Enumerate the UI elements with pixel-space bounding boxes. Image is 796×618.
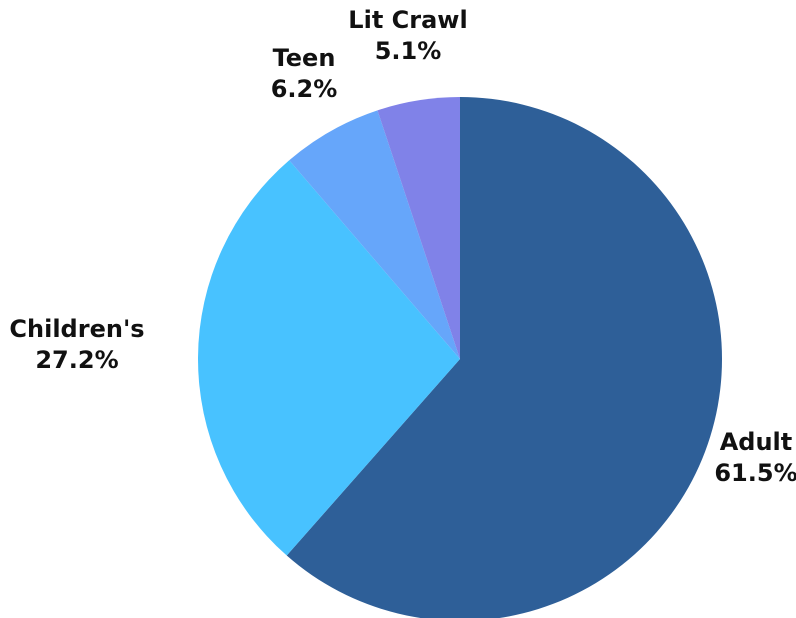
pie-labels: Adult 61.5% Children's 27.2% Teen 6.2% Lit Cra…	[9, 6, 796, 487]
slice-name-label: Children's	[9, 315, 144, 343]
slice-percent-label: 61.5%	[714, 459, 796, 487]
pie-slice-children-s	[198, 160, 460, 556]
slice-percent-label: 27.2%	[35, 346, 118, 374]
pie-slices	[198, 97, 722, 618]
pie-slice-teen	[289, 110, 460, 359]
slice-name-label: Adult	[720, 428, 793, 456]
slice-percent-label: 6.2%	[271, 75, 338, 103]
data-label-lit-crawl: Lit Crawl 5.1%	[348, 6, 467, 65]
slice-name-label: Lit Crawl	[348, 6, 467, 34]
data-label-adult: Adult 61.5%	[714, 428, 796, 487]
slice-name-label: Teen	[273, 44, 336, 72]
pie-slice-lit-crawl	[377, 97, 460, 359]
pie-slice-adult	[286, 97, 722, 618]
data-label-teen: Teen 6.2%	[271, 44, 338, 103]
slice-percent-label: 5.1%	[375, 37, 442, 65]
data-label-children-s: Children's 27.2%	[9, 315, 144, 374]
